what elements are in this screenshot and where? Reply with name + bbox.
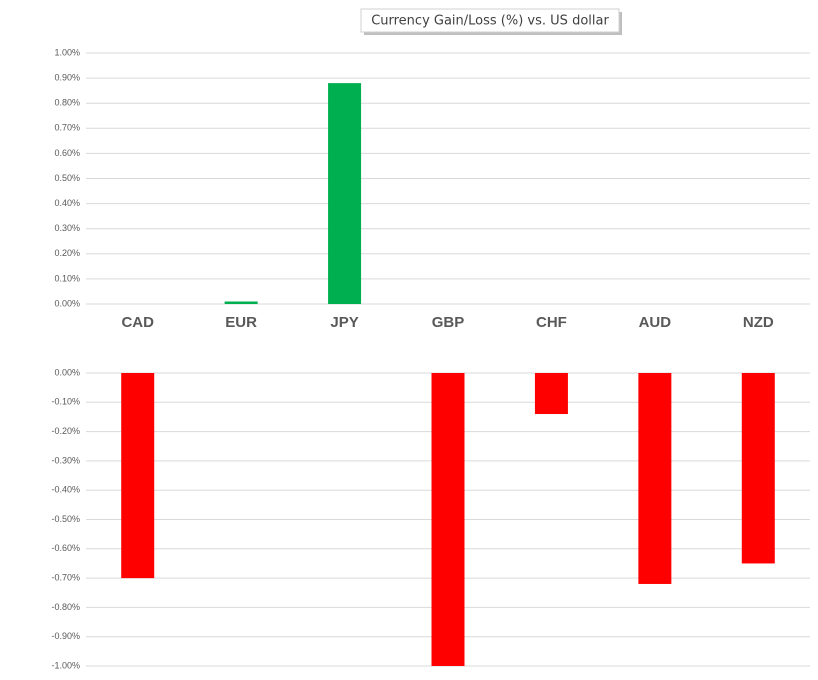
y-tick-label: 0.70% bbox=[54, 123, 80, 133]
y-tick-label: -1.00% bbox=[51, 660, 80, 670]
y-tick-label: -0.30% bbox=[51, 455, 80, 465]
y-tick-label: -0.40% bbox=[51, 485, 80, 495]
bar bbox=[224, 301, 258, 304]
y-tick-label: 0.20% bbox=[54, 248, 80, 258]
chart-title: Currency Gain/Loss (%) vs. US dollar bbox=[371, 14, 609, 29]
y-tick-label: 0.80% bbox=[54, 98, 80, 108]
title-box bbox=[360, 8, 620, 33]
y-tick-label: 0.30% bbox=[54, 223, 80, 233]
x-tick-label: NZD bbox=[743, 314, 774, 331]
x-tick-label: CAD bbox=[121, 314, 154, 331]
y-tick-label: 0.60% bbox=[54, 148, 80, 158]
y-tick-label: 0.00% bbox=[54, 367, 80, 377]
y-tick-label: 0.10% bbox=[54, 273, 80, 283]
bar bbox=[121, 373, 155, 579]
y-tick-label: -0.70% bbox=[51, 572, 80, 582]
y-tick-label: -0.20% bbox=[51, 426, 80, 436]
x-tick-label: JPY bbox=[330, 314, 358, 331]
y-tick-label: 0.90% bbox=[54, 72, 80, 82]
x-tick-label: GBP bbox=[432, 314, 465, 331]
y-tick-label: 0.50% bbox=[54, 173, 80, 183]
bar bbox=[534, 373, 568, 415]
x-tick-label: AUD bbox=[639, 314, 672, 331]
y-tick-label: -0.90% bbox=[51, 631, 80, 641]
x-tick-label: EUR bbox=[225, 314, 257, 331]
y-tick-label: 0.00% bbox=[54, 298, 80, 308]
y-tick-label: 1.00% bbox=[54, 47, 80, 57]
bar bbox=[431, 373, 465, 666]
y-tick-label: 0.40% bbox=[54, 198, 80, 208]
y-tick-label: -0.80% bbox=[51, 602, 80, 612]
bar bbox=[328, 83, 362, 305]
bar bbox=[638, 373, 672, 584]
bar bbox=[741, 373, 775, 564]
x-tick-label: CHF bbox=[536, 314, 567, 331]
y-tick-label: -0.50% bbox=[51, 514, 80, 524]
y-tick-label: -0.60% bbox=[51, 543, 80, 553]
y-tick-label: -0.10% bbox=[51, 397, 80, 407]
